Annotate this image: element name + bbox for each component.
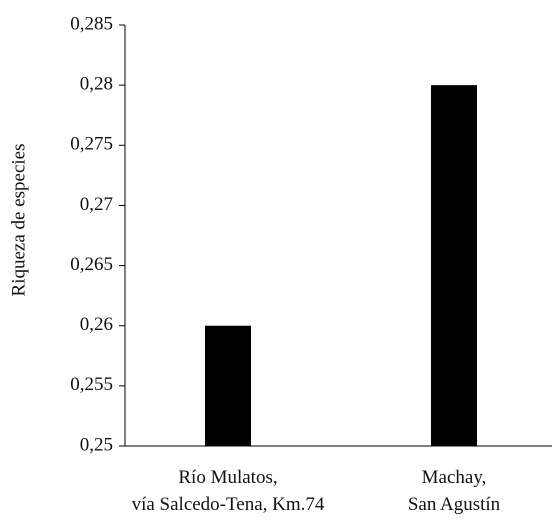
y-tick-label: 0,255: [70, 374, 113, 395]
y-tick-label: 0,275: [70, 134, 113, 155]
bar: [431, 85, 477, 447]
x-tick-label: Machay, San Agustín: [407, 467, 501, 515]
y-tick-label: 0,28: [80, 74, 113, 95]
y-tick-label: 0,27: [80, 194, 113, 215]
y-tick-label: 0,26: [80, 314, 113, 335]
y-tick-label: 0,265: [70, 254, 113, 275]
y-tick-label: 0,25: [80, 434, 113, 455]
x-tick-label: Río Mulatos, vía Salcedo-Tena, Km.74: [131, 467, 325, 515]
y-axis-label: Riqueza de especies: [8, 144, 29, 297]
bar: [205, 325, 251, 446]
y-tick-label: 0,285: [70, 13, 113, 34]
